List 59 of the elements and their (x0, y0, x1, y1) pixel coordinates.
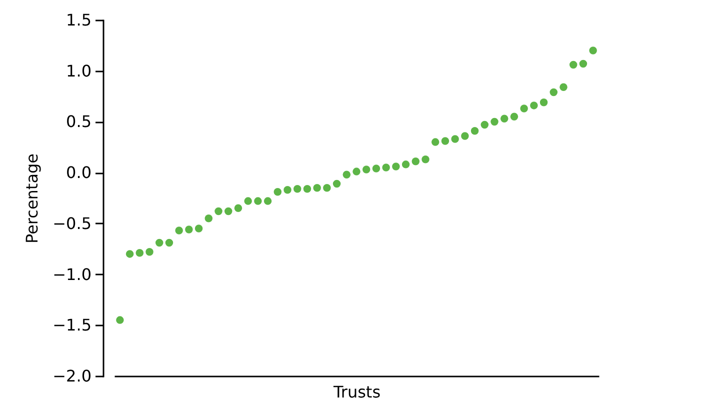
point (224, 207, 232, 216)
point (303, 184, 312, 193)
point (116, 316, 124, 324)
point (530, 102, 538, 110)
point (382, 164, 390, 172)
point (569, 60, 578, 69)
point (422, 155, 430, 164)
point (175, 226, 183, 234)
point (520, 104, 528, 112)
point (155, 238, 164, 247)
y-tick-label: −1.0 (52, 264, 92, 284)
point (402, 160, 410, 168)
point (204, 214, 213, 222)
point (441, 137, 450, 145)
point (165, 238, 174, 247)
point (500, 114, 508, 123)
point (579, 60, 588, 68)
point (362, 166, 370, 174)
point (490, 118, 498, 126)
y-axis-title: Percentage (22, 153, 42, 244)
point (550, 88, 558, 96)
point (461, 132, 469, 140)
point (470, 127, 479, 135)
x-axis-title: Trusts (332, 382, 381, 402)
point (254, 197, 262, 205)
point (392, 162, 400, 170)
point (372, 164, 380, 172)
point (244, 197, 252, 205)
y-tick-label: 0.0 (66, 163, 92, 182)
point (293, 184, 302, 193)
point (342, 170, 351, 178)
point (136, 249, 144, 257)
point (510, 112, 518, 120)
point (126, 250, 134, 258)
point (352, 168, 360, 176)
y-tick-label: 1.5 (66, 10, 92, 30)
point (412, 158, 420, 166)
y-tick-label: −1.5 (52, 316, 92, 335)
point (284, 186, 292, 194)
point (185, 226, 193, 234)
y-tick-label: 1.0 (66, 61, 92, 80)
point (234, 204, 242, 212)
y-tick-label: −0.5 (52, 214, 92, 233)
point (431, 138, 440, 146)
point (146, 248, 154, 256)
point (332, 180, 341, 188)
point (589, 46, 597, 54)
point (540, 98, 548, 106)
point (214, 207, 222, 216)
point (480, 120, 489, 129)
point (313, 184, 321, 192)
point (194, 224, 203, 232)
point (274, 188, 282, 196)
point (560, 83, 568, 91)
y-tick-label: 0.5 (66, 112, 92, 132)
point (323, 184, 331, 192)
point (451, 135, 459, 143)
point (264, 197, 272, 205)
y-tick-label: −2.0 (52, 366, 92, 386)
